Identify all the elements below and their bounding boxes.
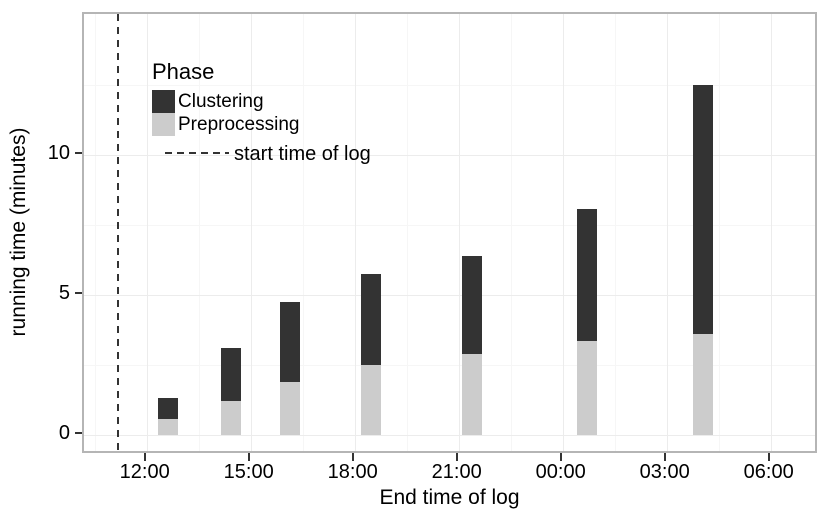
y-tick-label: 5 <box>58 282 70 304</box>
start-time-dashed-line <box>116 14 119 451</box>
gridline-minor-horizontal <box>84 85 815 86</box>
gridline-minor-vertical <box>406 14 408 451</box>
bar-segment-preprocessing <box>693 334 714 435</box>
bar-segment-preprocessing <box>157 419 178 435</box>
bar-segment-clustering <box>576 209 597 342</box>
x-tick-label: 21:00 <box>431 461 482 483</box>
x-tick-label: 03:00 <box>639 461 690 483</box>
legend-label-start-time: start time of log <box>234 143 371 165</box>
gridline-major-vertical <box>146 14 148 451</box>
x-tick-label: 00:00 <box>535 461 586 483</box>
y-tick-mark <box>75 432 82 434</box>
gridline-minor-horizontal <box>84 365 815 366</box>
gridline-minor-vertical <box>198 14 200 451</box>
gridline-minor-vertical <box>510 14 512 451</box>
y-tick-mark <box>75 152 82 154</box>
bar-segment-clustering <box>461 256 482 354</box>
gridline-major-horizontal <box>84 435 815 436</box>
bar-segment-preprocessing <box>220 401 241 435</box>
gridline-major-vertical <box>666 14 668 451</box>
x-tick-mark <box>351 453 354 461</box>
bar-segment-preprocessing <box>279 382 300 435</box>
gridline-major-vertical <box>562 14 564 451</box>
gridline-minor-horizontal <box>84 225 815 226</box>
y-tick-label: 0 <box>58 422 70 444</box>
gridline-minor-vertical <box>614 14 616 451</box>
gridline-major-horizontal <box>84 295 815 296</box>
legend-label-preprocessing: Preprocessing <box>178 114 300 135</box>
bar-segment-preprocessing <box>461 353 482 435</box>
gridline-major-horizontal <box>84 155 815 156</box>
x-tick-label: 18:00 <box>327 461 378 483</box>
x-tick-mark <box>767 453 770 461</box>
y-tick-label: 10 <box>47 142 70 164</box>
bar-segment-clustering <box>360 274 381 365</box>
plot-panel: Phase Clustering Preprocessing start tim… <box>82 12 817 453</box>
gridline-minor-vertical <box>94 14 96 451</box>
x-tick-mark <box>663 453 666 461</box>
y-tick-mark <box>75 292 82 294</box>
x-axis-title: End time of log <box>379 486 520 509</box>
x-tick-label: 06:00 <box>743 461 794 483</box>
gridline-major-vertical <box>770 14 772 451</box>
bar-segment-clustering <box>157 397 178 420</box>
legend-label-clustering: Clustering <box>178 91 264 112</box>
legend-swatch-clustering <box>152 90 175 113</box>
x-tick-mark <box>455 453 458 461</box>
gridline-major-vertical <box>458 14 460 451</box>
gridline-minor-vertical <box>302 14 304 451</box>
legend-title: Phase <box>152 59 215 84</box>
gridline-major-vertical <box>354 14 356 451</box>
gridline-minor-vertical <box>718 14 720 451</box>
x-tick-label: 15:00 <box>223 461 274 483</box>
bar-segment-clustering <box>693 85 714 335</box>
x-tick-mark <box>143 453 146 461</box>
legend-dashed-line-sample <box>165 152 229 154</box>
x-tick-mark <box>559 453 562 461</box>
gridline-major-vertical <box>250 14 252 451</box>
x-tick-label: 12:00 <box>119 461 170 483</box>
bar-segment-clustering <box>279 302 300 383</box>
bar-segment-clustering <box>220 347 241 402</box>
bar-segment-preprocessing <box>360 364 381 435</box>
bar-segment-preprocessing <box>576 341 597 435</box>
x-tick-mark <box>247 453 250 461</box>
legend-swatch-preprocessing <box>152 113 175 136</box>
